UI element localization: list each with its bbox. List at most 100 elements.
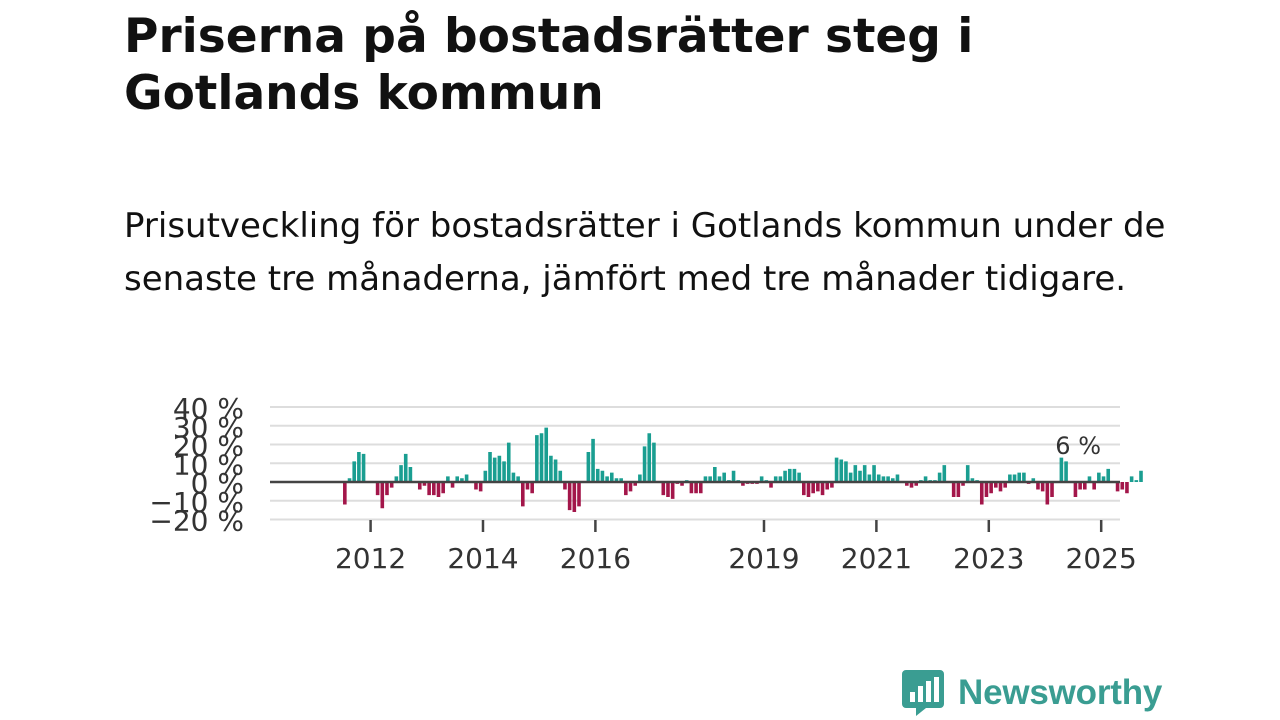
data-bar bbox=[567, 482, 572, 511]
data-bar bbox=[802, 482, 806, 496]
data-bar bbox=[1045, 482, 1050, 505]
bar-chart-logo-icon bbox=[902, 670, 944, 716]
brand-name: Newsworthy bbox=[958, 673, 1163, 712]
data-bar bbox=[834, 457, 839, 483]
y-tick-label: 30 % bbox=[173, 411, 244, 444]
y-tick-label: −10 % bbox=[149, 486, 244, 519]
data-bar bbox=[633, 482, 637, 486]
data-bar bbox=[661, 482, 666, 496]
data-bar bbox=[876, 474, 881, 482]
data-bar bbox=[464, 474, 469, 482]
data-bar bbox=[708, 476, 712, 483]
data-bar bbox=[979, 482, 984, 505]
data-bar bbox=[881, 476, 886, 483]
data-bar bbox=[455, 476, 460, 483]
data-bar bbox=[553, 459, 558, 482]
x-tick-label: 2021 bbox=[841, 542, 912, 575]
data-bar bbox=[417, 482, 422, 490]
data-bar bbox=[497, 455, 502, 482]
data-bar bbox=[951, 482, 956, 497]
data-bar bbox=[483, 470, 488, 482]
data-bar bbox=[862, 465, 867, 483]
data-bar bbox=[619, 478, 623, 482]
data-bar bbox=[773, 476, 778, 483]
data-bar bbox=[591, 438, 595, 483]
data-bar bbox=[1064, 461, 1068, 483]
data-bar bbox=[689, 482, 694, 494]
data-bar bbox=[427, 482, 431, 496]
chart-subtitle: Prisutveckling för bostadsrätter i Gotla… bbox=[124, 206, 1166, 299]
data-bar bbox=[961, 482, 965, 486]
data-bar bbox=[595, 468, 600, 483]
x-tick-label: 2023 bbox=[953, 542, 1024, 575]
data-bar bbox=[506, 442, 511, 483]
data-bar bbox=[563, 482, 567, 490]
data-bar bbox=[609, 472, 614, 483]
data-bar bbox=[1134, 480, 1139, 483]
data-bar bbox=[352, 461, 356, 483]
data-bar bbox=[1008, 474, 1012, 482]
x-tick-label: 2019 bbox=[728, 542, 799, 575]
data-bar bbox=[1139, 470, 1143, 482]
data-bar bbox=[511, 472, 516, 483]
data-bar bbox=[521, 482, 525, 507]
data-bar bbox=[848, 472, 853, 483]
data-bar bbox=[942, 465, 947, 483]
data-bar bbox=[539, 433, 544, 482]
data-bar bbox=[811, 482, 815, 494]
data-bar bbox=[1092, 482, 1096, 490]
x-tick-label: 2014 bbox=[447, 542, 518, 575]
data-bar bbox=[530, 482, 534, 494]
data-bar bbox=[408, 467, 413, 482]
data-bar bbox=[717, 476, 722, 483]
data-bar bbox=[923, 476, 928, 483]
data-bar bbox=[1036, 482, 1040, 490]
data-bar bbox=[446, 476, 450, 483]
data-bar bbox=[394, 476, 399, 483]
data-bar bbox=[825, 482, 830, 490]
data-bar bbox=[769, 482, 773, 488]
y-tick-label: 10 % bbox=[173, 448, 244, 481]
data-bar bbox=[1022, 472, 1026, 483]
data-bar bbox=[844, 461, 848, 483]
data-bar bbox=[970, 478, 975, 482]
data-bar bbox=[399, 465, 403, 483]
data-bar bbox=[347, 478, 352, 482]
data-bar bbox=[614, 478, 619, 482]
data-bar bbox=[713, 467, 717, 482]
data-bar bbox=[375, 482, 380, 496]
data-bar bbox=[572, 482, 577, 512]
data-bar bbox=[965, 465, 970, 483]
y-tick-label: 40 % bbox=[173, 392, 244, 425]
data-bar bbox=[1120, 482, 1125, 490]
data-bar bbox=[670, 482, 675, 499]
data-bar bbox=[816, 482, 820, 492]
data-bar bbox=[722, 472, 726, 483]
data-bar bbox=[474, 482, 478, 490]
data-bar bbox=[1115, 482, 1120, 492]
data-bar bbox=[432, 482, 436, 496]
data-bar bbox=[488, 452, 492, 482]
data-bar bbox=[1040, 482, 1045, 492]
data-bar bbox=[535, 435, 539, 483]
data-bar bbox=[1031, 478, 1036, 482]
data-bar bbox=[389, 482, 394, 488]
data-bar bbox=[741, 482, 745, 486]
data-bar bbox=[984, 482, 989, 497]
data-bar bbox=[792, 468, 797, 483]
data-bar bbox=[666, 482, 670, 497]
data-bar bbox=[680, 482, 684, 486]
data-bar bbox=[820, 482, 825, 496]
data-bar bbox=[890, 478, 895, 482]
data-bar bbox=[577, 482, 581, 507]
y-tick-label: −20 % bbox=[149, 505, 244, 538]
data-bar bbox=[698, 482, 703, 494]
data-bar bbox=[492, 457, 497, 483]
data-bar bbox=[937, 472, 942, 483]
chart-title: Priserna på bostadsrätter steg i Gotland… bbox=[124, 9, 974, 121]
data-bar bbox=[914, 482, 918, 486]
data-bar bbox=[642, 446, 647, 483]
data-bar bbox=[1106, 468, 1111, 483]
data-bar bbox=[1078, 482, 1082, 490]
x-tick-label: 2012 bbox=[335, 542, 406, 575]
